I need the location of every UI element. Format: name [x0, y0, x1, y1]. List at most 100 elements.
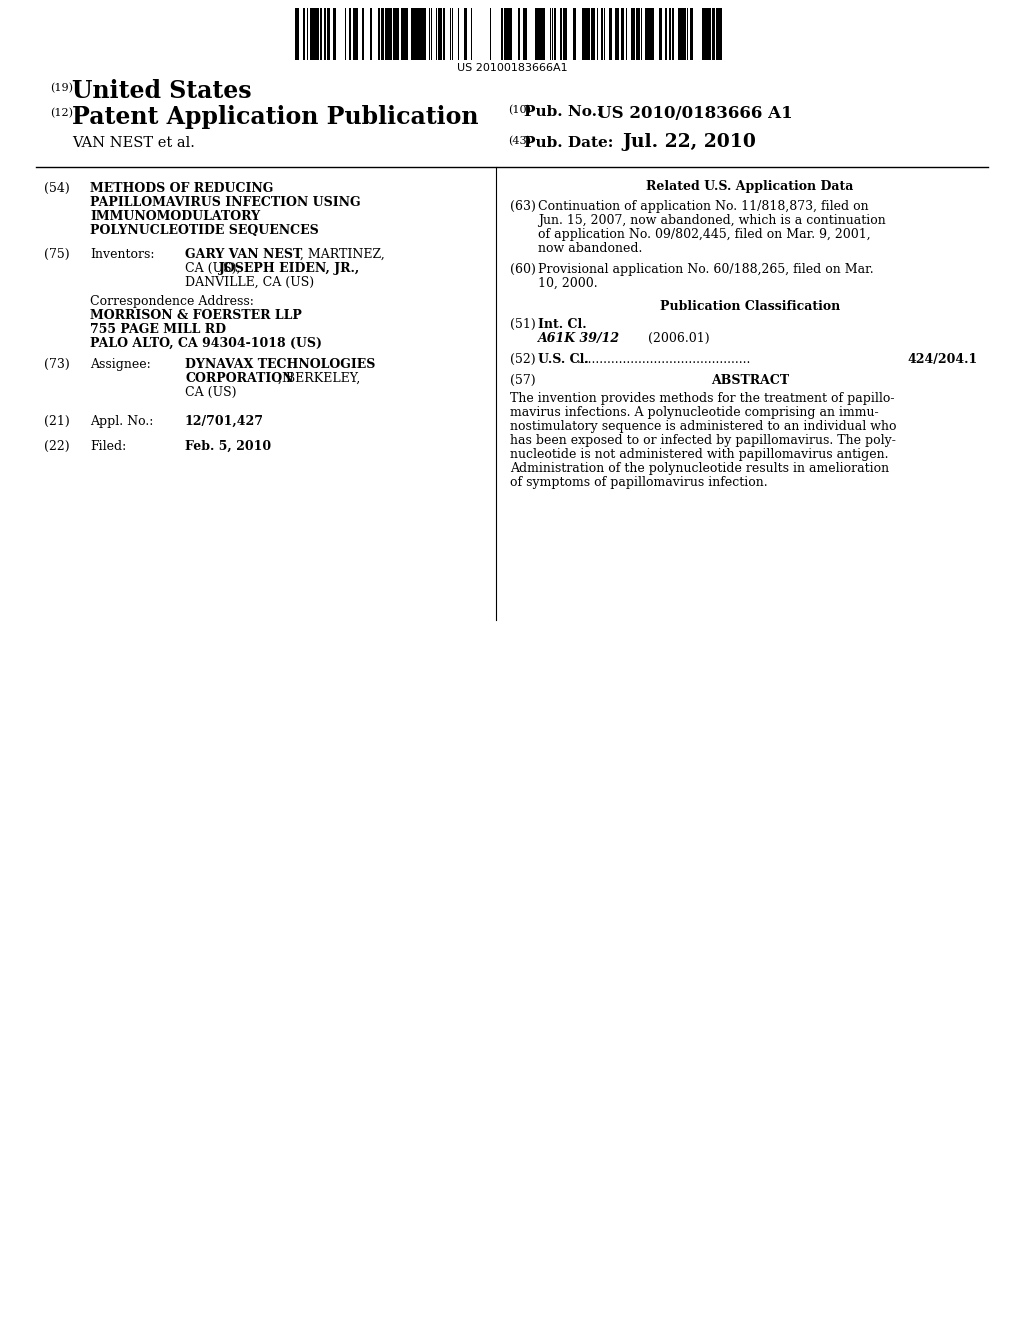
Bar	[324, 8, 326, 59]
Bar	[574, 8, 575, 59]
Text: Jun. 15, 2007, now abandoned, which is a continuation: Jun. 15, 2007, now abandoned, which is a…	[538, 214, 886, 227]
Bar	[334, 8, 336, 59]
Bar	[660, 8, 662, 59]
Text: PALO ALTO, CA 94304-1018 (US): PALO ALTO, CA 94304-1018 (US)	[90, 337, 322, 350]
Bar	[540, 8, 542, 59]
Text: PAPILLOMAVIRUS INFECTION USING: PAPILLOMAVIRUS INFECTION USING	[90, 195, 360, 209]
Text: 755 PAGE MILL RD: 755 PAGE MILL RD	[90, 323, 226, 337]
Bar	[443, 8, 445, 59]
Text: Jul. 22, 2010: Jul. 22, 2010	[622, 133, 756, 150]
Text: (57): (57)	[510, 374, 536, 387]
Bar	[362, 8, 364, 59]
Text: , BERKELEY,: , BERKELEY,	[278, 372, 360, 385]
Text: GARY VAN NEST: GARY VAN NEST	[185, 248, 302, 261]
Bar	[313, 8, 316, 59]
Bar	[414, 8, 416, 59]
Bar	[297, 8, 299, 59]
Bar	[464, 8, 467, 59]
Text: ABSTRACT: ABSTRACT	[711, 374, 790, 387]
Bar	[702, 8, 705, 59]
Bar	[510, 8, 512, 59]
Text: POLYNUCLEOTIDE SEQUENCES: POLYNUCLEOTIDE SEQUENCES	[90, 224, 318, 238]
Text: (75): (75)	[44, 248, 70, 261]
Text: Related U.S. Application Data: Related U.S. Application Data	[646, 180, 854, 193]
Text: Feb. 5, 2010: Feb. 5, 2010	[185, 440, 271, 453]
Text: IMMUNOMODULATORY: IMMUNOMODULATORY	[90, 210, 260, 223]
Text: Pub. No.:: Pub. No.:	[524, 106, 603, 119]
Text: nucleotide is not administered with papillomavirus antigen.: nucleotide is not administered with papi…	[510, 447, 889, 461]
Text: 424/204.1: 424/204.1	[907, 352, 978, 366]
Bar	[416, 8, 418, 59]
Bar	[525, 8, 527, 59]
Text: VAN NEST et al.: VAN NEST et al.	[72, 136, 195, 150]
Bar	[593, 8, 595, 59]
Text: (63): (63)	[510, 201, 536, 213]
Bar	[504, 8, 507, 59]
Bar	[354, 8, 356, 59]
Bar	[537, 8, 540, 59]
Text: Int. Cl.: Int. Cl.	[538, 318, 587, 331]
Text: DANVILLE, CA (US): DANVILLE, CA (US)	[185, 276, 314, 289]
Text: U.S. Cl.: U.S. Cl.	[538, 352, 589, 366]
Bar	[705, 8, 708, 59]
Text: (12): (12)	[50, 108, 73, 119]
Text: Inventors:: Inventors:	[90, 248, 155, 261]
Text: (2006.01): (2006.01)	[648, 333, 710, 345]
Bar	[542, 8, 545, 59]
Text: US 2010/0183666 A1: US 2010/0183666 A1	[597, 106, 793, 121]
Text: mavirus infections. A polynucleotide comprising an immu-: mavirus infections. A polynucleotide com…	[510, 407, 879, 418]
Text: (60): (60)	[510, 263, 536, 276]
Bar	[560, 8, 562, 59]
Bar	[378, 8, 380, 59]
Text: Patent Application Publication: Patent Application Publication	[72, 106, 478, 129]
Bar	[420, 8, 423, 59]
Text: Continuation of application No. 11/818,873, filed on: Continuation of application No. 11/818,8…	[538, 201, 868, 213]
Bar	[646, 8, 648, 59]
Bar	[582, 8, 584, 59]
Text: of application No. 09/802,445, filed on Mar. 9, 2001,: of application No. 09/802,445, filed on …	[538, 228, 870, 242]
Bar	[584, 8, 586, 59]
Bar	[669, 8, 671, 59]
Text: CA (US): CA (US)	[185, 385, 237, 399]
Bar	[518, 8, 520, 59]
Bar	[438, 8, 441, 59]
Bar	[719, 8, 721, 59]
Text: The invention provides methods for the treatment of papillo-: The invention provides methods for the t…	[510, 392, 895, 405]
Bar	[411, 8, 414, 59]
Bar	[616, 8, 618, 59]
Text: Publication Classification: Publication Classification	[659, 300, 840, 313]
Text: US 20100183666A1: US 20100183666A1	[457, 63, 567, 73]
Bar	[370, 8, 372, 59]
Text: MORRISON & FOERSTER LLP: MORRISON & FOERSTER LLP	[90, 309, 302, 322]
Bar	[638, 8, 640, 59]
Bar	[424, 8, 426, 59]
Bar	[406, 8, 407, 59]
Bar	[709, 8, 711, 59]
Bar	[402, 8, 406, 59]
Bar	[310, 8, 313, 59]
Bar	[295, 8, 297, 59]
Text: Pub. Date:: Pub. Date:	[524, 136, 613, 150]
Text: nostimulatory sequence is administered to an individual who: nostimulatory sequence is administered t…	[510, 420, 896, 433]
Bar	[396, 8, 399, 59]
Text: Assignee:: Assignee:	[90, 358, 151, 371]
Text: 10, 2000.: 10, 2000.	[538, 277, 598, 290]
Text: .............................................: ........................................…	[577, 352, 752, 366]
Bar	[586, 8, 589, 59]
Bar	[507, 8, 510, 59]
Text: Appl. No.:: Appl. No.:	[90, 414, 154, 428]
Bar	[632, 8, 635, 59]
Bar	[381, 8, 384, 59]
Text: (43): (43)	[508, 136, 531, 147]
Bar	[356, 8, 358, 59]
Text: (19): (19)	[50, 83, 73, 94]
Bar	[327, 8, 330, 59]
Bar	[319, 8, 322, 59]
Text: United States: United States	[72, 79, 252, 103]
Bar	[554, 8, 556, 59]
Bar	[316, 8, 319, 59]
Text: Filed:: Filed:	[90, 440, 126, 453]
Bar	[690, 8, 692, 59]
Text: (54): (54)	[44, 182, 70, 195]
Text: (21): (21)	[44, 414, 70, 428]
